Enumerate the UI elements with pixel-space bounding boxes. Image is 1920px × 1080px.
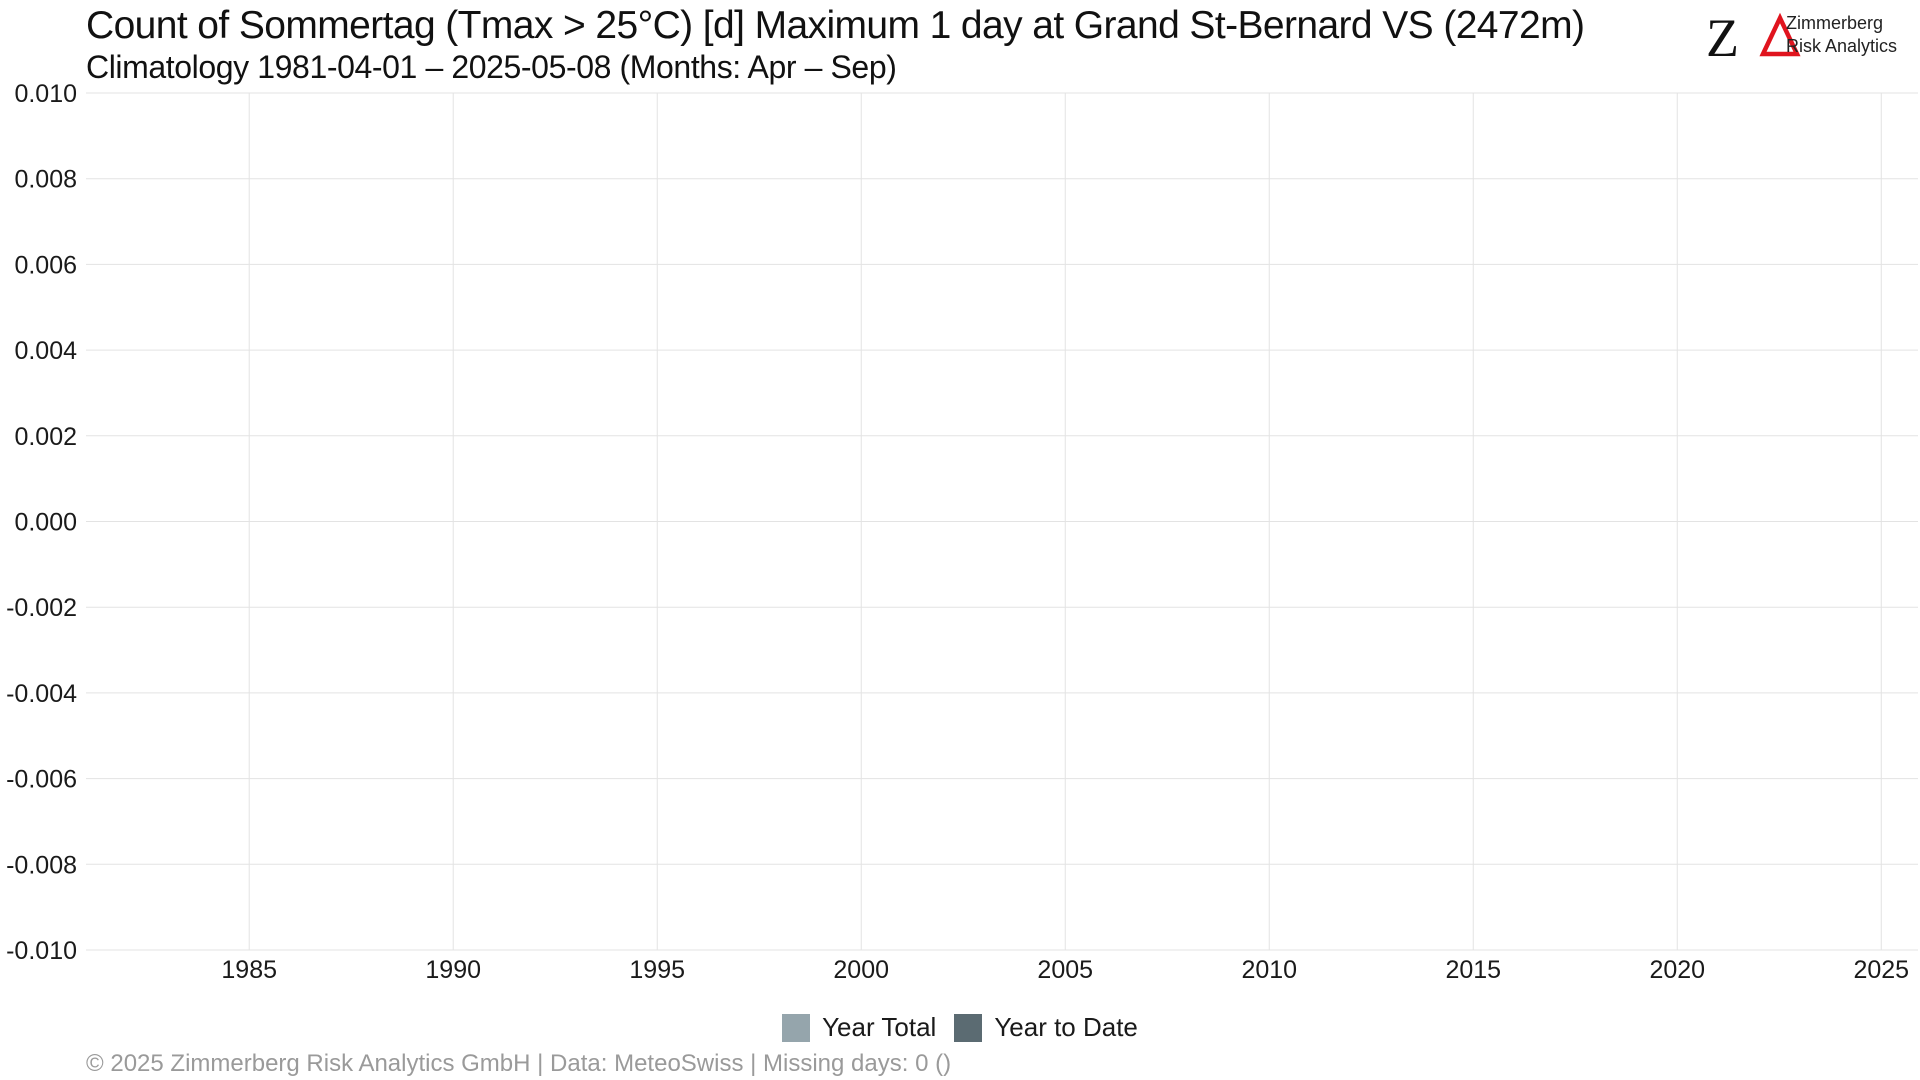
x-axis-tick-labels: 1985 1990 1995 2000 2005 2010 2015 2020 2025 (221, 956, 1909, 984)
y-tick-label: -0.006 (6, 766, 77, 794)
chart-title: Count of Sommertag (Tmax > 25°C) [d] Max… (86, 4, 1585, 47)
legend-swatch (954, 1013, 983, 1042)
legend-item: Year Total (782, 1012, 936, 1043)
y-tick-label: 0.008 (14, 166, 77, 194)
x-tick-label: 2005 (1037, 956, 1093, 984)
logo-delta-icon (1759, 12, 1801, 57)
y-axis-tick-labels: -0.010 -0.008 -0.006 -0.004 -0.002 0.000 0.002… (6, 80, 77, 965)
y-tick-label: -0.008 (6, 851, 77, 879)
chart-subtitle: Climatology 1981-04-01 – 2025-05-08 (Mon… (86, 49, 897, 85)
legend: Year Total Year to Date (0, 1012, 1920, 1043)
company-logo: Z (1706, 10, 1801, 64)
logo-z-glyph: Z (1706, 10, 1739, 64)
x-tick-label: 2000 (833, 956, 889, 984)
y-gridlines (86, 92, 1918, 951)
y-tick-label: 0.000 (14, 509, 77, 537)
x-tick-label: 1985 (221, 956, 277, 984)
logo-name: Zimmerberg (1786, 13, 1884, 33)
x-tick-label: 2015 (1445, 956, 1501, 984)
copyright-caption: © 2025 Zimmerberg Risk Analytics GmbH | … (86, 1050, 952, 1077)
legend-swatch (782, 1013, 811, 1042)
legend-label: Year Total (822, 1012, 937, 1042)
y-tick-label: -0.010 (6, 937, 77, 965)
y-tick-label: 0.006 (14, 251, 77, 279)
x-tick-label: 2010 (1241, 956, 1297, 984)
x-tick-label: 1990 (425, 956, 481, 984)
legend-label: Year to Date (994, 1012, 1138, 1042)
x-tick-label: 1995 (629, 956, 685, 984)
y-tick-label: -0.004 (6, 680, 77, 708)
y-tick-label: 0.010 (14, 80, 77, 108)
y-tick-label: 0.002 (14, 423, 77, 451)
x-tick-label: 2025 (1853, 956, 1909, 984)
y-tick-label: 0.004 (14, 337, 77, 365)
x-gridlines (248, 93, 1882, 950)
logo-tagline: Risk Analytics (1786, 36, 1898, 56)
x-tick-label: 2020 (1649, 956, 1705, 984)
y-tick-label: -0.002 (6, 594, 77, 622)
legend-item: Year to Date (954, 1012, 1138, 1043)
plot-area: -0.010 -0.008 -0.006 -0.004 -0.002 0.000 0.002… (6, 80, 1918, 984)
